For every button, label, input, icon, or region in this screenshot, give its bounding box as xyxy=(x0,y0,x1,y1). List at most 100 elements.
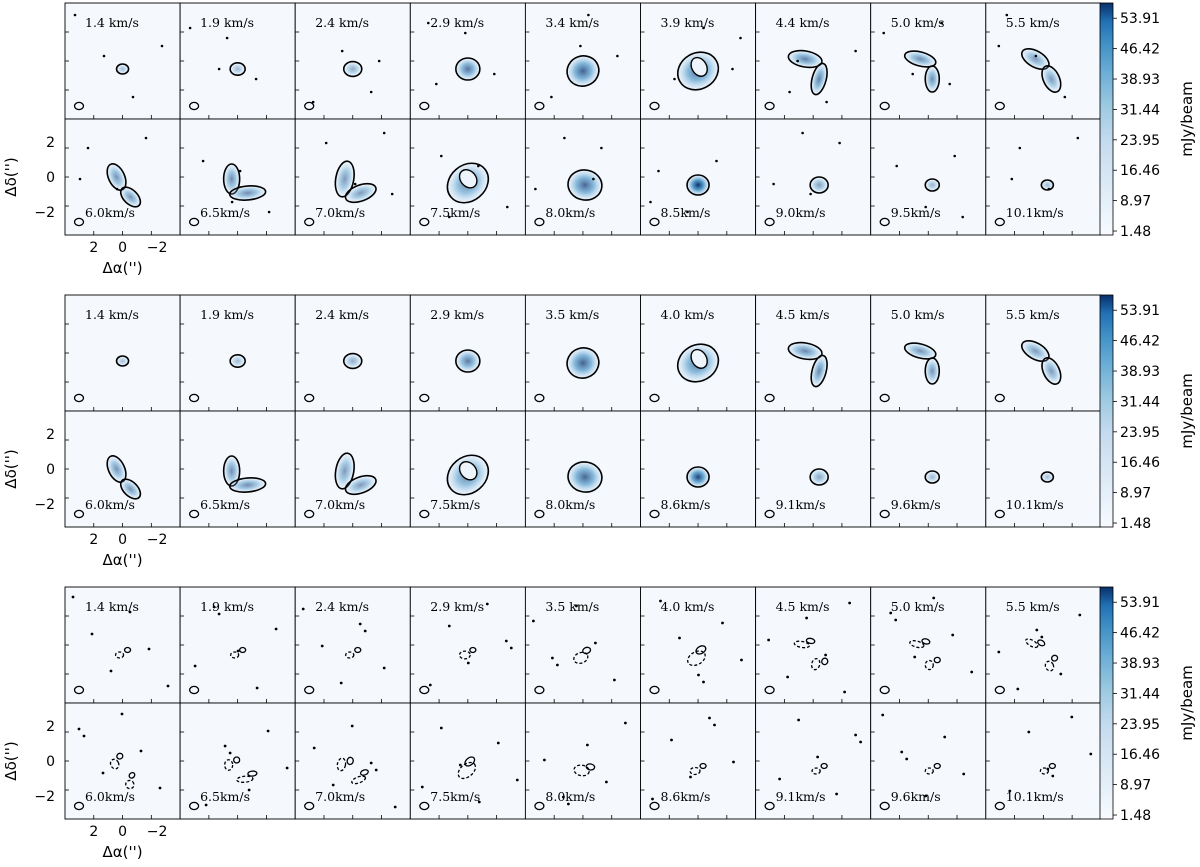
beam-ellipse xyxy=(304,801,315,811)
emission-contour xyxy=(924,357,941,385)
channel-panel: 8.6km/s xyxy=(640,410,757,528)
channel-panel: 2.4 km/s xyxy=(294,586,411,704)
beam-ellipse xyxy=(879,393,890,403)
colorbar xyxy=(1099,294,1114,528)
emission-contour xyxy=(119,478,142,500)
emission-contour xyxy=(446,454,490,496)
channel-velocity-label: 5.0 km/s xyxy=(891,15,945,30)
noise-contour xyxy=(731,67,734,71)
noise-contour xyxy=(962,772,966,776)
noise-contour xyxy=(217,612,221,616)
emission-blob xyxy=(685,173,711,197)
noise-contour xyxy=(854,733,857,737)
noise-contour xyxy=(835,792,838,796)
noise-contour xyxy=(563,136,566,140)
noise-contour xyxy=(567,802,570,806)
beam-ellipse xyxy=(879,801,890,811)
beam-ellipse xyxy=(188,685,200,695)
beam-ellipse xyxy=(73,685,85,695)
channel-velocity-label: 1.4 km/s xyxy=(85,599,139,614)
emission-blob xyxy=(1019,339,1051,363)
emission-contour xyxy=(446,162,490,204)
panel-background xyxy=(755,587,871,703)
panel-background xyxy=(410,703,526,819)
y-axis-label: Δδ('') xyxy=(2,741,20,780)
channel-velocity-label: 2.4 km/s xyxy=(315,307,369,322)
noise-contour xyxy=(1059,672,1063,676)
emission-contour xyxy=(1040,471,1055,483)
noise-contour xyxy=(651,797,654,801)
noise-contour xyxy=(515,778,519,782)
beam-ellipse xyxy=(304,217,315,227)
noise-contour xyxy=(435,82,438,86)
channel-panel: 2.4 km/s xyxy=(294,2,411,120)
noise-contour xyxy=(1076,136,1080,140)
colorbar-tick-label: 53.91 xyxy=(1120,303,1160,319)
noise-contour xyxy=(1051,774,1055,778)
emission-blob xyxy=(1040,471,1055,483)
noise-contour xyxy=(1035,628,1039,632)
channel-panel: 8.0km/s xyxy=(524,410,641,528)
panel-background xyxy=(985,587,1101,703)
noise-contour xyxy=(562,795,565,799)
channel-panel: 2.9 km/s xyxy=(409,586,526,704)
noise-contour xyxy=(223,744,227,748)
noise-contour xyxy=(848,601,851,605)
noise-contour xyxy=(320,644,324,648)
emission-contour xyxy=(903,50,937,68)
noise-contour xyxy=(160,44,164,48)
panel-background xyxy=(295,587,411,703)
noise-contour xyxy=(587,13,590,17)
residual-positive-contour xyxy=(359,769,369,776)
channel-velocity-label: 5.0 km/s xyxy=(891,599,945,614)
emission-contour xyxy=(344,474,377,496)
panel-background xyxy=(985,411,1101,527)
noise-contour xyxy=(592,177,595,181)
noise-contour xyxy=(358,622,362,626)
residual-positive-contour xyxy=(933,762,941,770)
colorbar xyxy=(1099,586,1114,820)
emission-blob xyxy=(565,459,605,495)
channel-velocity-label: 6.5km/s xyxy=(200,789,250,804)
channel-velocity-label: 2.9 km/s xyxy=(430,599,484,614)
residual-negative-contour xyxy=(351,775,367,785)
channel-panel: 7.0km/s xyxy=(294,702,411,820)
noise-contour xyxy=(73,13,77,17)
x-tick-label: 2 xyxy=(89,824,98,840)
noise-contour xyxy=(1027,730,1031,734)
noise-contour xyxy=(805,616,808,620)
residual-negative-contour xyxy=(811,767,821,775)
beam-ellipse xyxy=(304,509,315,519)
residual-positive-contour xyxy=(820,762,828,770)
noise-contour xyxy=(801,131,804,135)
emission-contour xyxy=(229,353,246,368)
y-tick-label: 2 xyxy=(46,427,55,443)
noise-contour xyxy=(697,673,700,677)
emission-contour xyxy=(229,61,246,76)
residual-negative-contour xyxy=(687,650,706,667)
noise-contour xyxy=(147,647,151,651)
emission-contour xyxy=(1041,357,1062,385)
noise-contour xyxy=(390,192,394,196)
channel-velocity-label: 5.5 km/s xyxy=(1006,15,1060,30)
colorbar-tick-label: 8.97 xyxy=(1120,778,1151,794)
noise-contour xyxy=(824,653,827,657)
colorbar-tick-label: 38.93 xyxy=(1120,656,1160,672)
emission-contour xyxy=(567,169,603,201)
emission-contour xyxy=(342,352,363,370)
colorbar-tick-label: 1.48 xyxy=(1120,516,1151,532)
emission-contour xyxy=(810,62,828,96)
channel-panel: 7.5km/s xyxy=(409,702,526,820)
emission-contour xyxy=(455,57,481,81)
noise-contour xyxy=(657,169,660,173)
beam-ellipse xyxy=(879,101,890,111)
channel-velocity-label: 8.0km/s xyxy=(545,497,595,512)
x-tick-label: 2 xyxy=(89,240,98,256)
noise-contour xyxy=(543,758,546,762)
noise-contour xyxy=(713,723,716,727)
noise-contour xyxy=(447,624,451,628)
channel-panel: 4.0 km/s xyxy=(640,586,757,704)
emission-contour xyxy=(566,55,600,87)
channel-panel: 5.5 km/s xyxy=(985,2,1102,120)
noise-contour xyxy=(534,187,537,191)
